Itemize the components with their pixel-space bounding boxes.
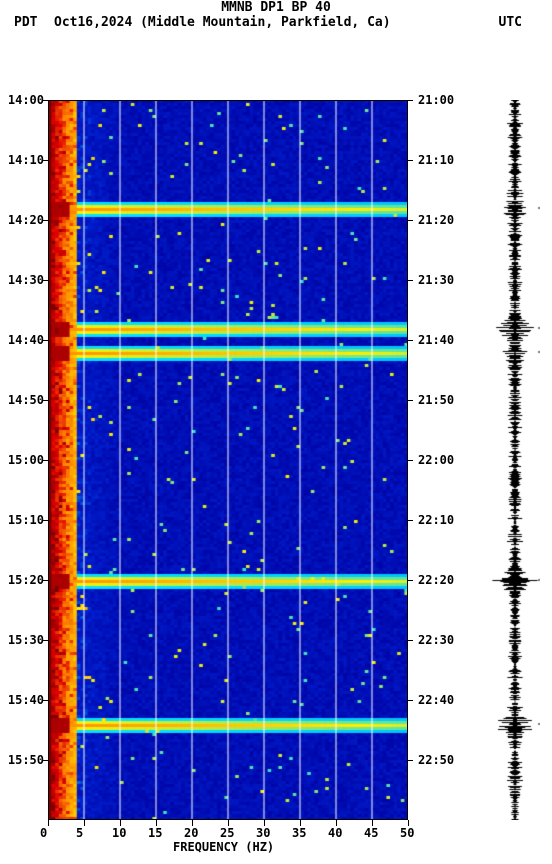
y-right-tick [408,580,413,581]
y-left-tick [43,700,48,701]
x-tick-label: 20 [184,826,198,840]
y-left-tick [43,400,48,401]
y-right-tick-label: 21:50 [418,393,454,407]
y-right-tick [408,640,413,641]
y-right-tick [408,340,413,341]
y-right-tick-label: 22:20 [418,573,454,587]
x-tick-label: 0 [40,826,47,840]
plot-subtitle: PDT Oct16,2024 (Middle Mountain, Parkfie… [0,15,552,30]
y-right-tick [408,760,413,761]
x-tick-label: 40 [328,826,342,840]
x-tick-label: 45 [364,826,378,840]
y-left-tick-label: 14:00 [8,93,44,107]
x-tick-label: 25 [220,826,234,840]
y-left-tick-label: 15:30 [8,633,44,647]
y-right-tick-label: 22:40 [418,693,454,707]
tz-left-label: PDT [14,15,54,30]
y-right-tick-label: 22:10 [418,513,454,527]
y-right-tick [408,520,413,521]
plot-title: MMNB DP1 BP 40 [0,0,552,15]
x-tick-label: 10 [112,826,126,840]
y-left-tick-label: 15:40 [8,693,44,707]
y-left-tick-label: 15:50 [8,753,44,767]
y-right-tick-label: 21:30 [418,273,454,287]
y-left-tick-label: 14:40 [8,333,44,347]
y-right-tick-label: 21:40 [418,333,454,347]
x-tick [84,820,85,826]
seismogram-trace [490,100,540,820]
y-right-tick-label: 22:30 [418,633,454,647]
y-left-tick-label: 15:20 [8,573,44,587]
y-right-tick [408,460,413,461]
y-right-tick [408,700,413,701]
y-left-tick [43,100,48,101]
y-left-tick [43,220,48,221]
date-label: Oct16,2024 (Middle Mountain, Parkfield, … [54,15,499,30]
y-left-tick [43,460,48,461]
y-right-tick [408,400,413,401]
x-tick-label: 15 [148,826,162,840]
x-tick-label: 50 [400,826,414,840]
x-tick-label: 35 [292,826,306,840]
y-right-tick-label: 22:00 [418,453,454,467]
y-left-tick [43,580,48,581]
y-left-tick [43,340,48,341]
y-left-tick-label: 15:10 [8,513,44,527]
y-right-tick [408,160,413,161]
y-left-tick-label: 15:00 [8,453,44,467]
y-left-tick [43,520,48,521]
y-right-tick-label: 21:10 [418,153,454,167]
y-left-tick-label: 14:50 [8,393,44,407]
y-left-tick [43,280,48,281]
y-right-tick-label: 22:50 [418,753,454,767]
x-tick [48,820,49,826]
y-left-tick [43,160,48,161]
y-left-tick [43,760,48,761]
spectrogram-border [48,100,408,820]
y-right-tick [408,100,413,101]
y-left-tick-label: 14:30 [8,273,44,287]
x-tick-label: 30 [256,826,270,840]
y-right-tick [408,220,413,221]
x-tick-label: 5 [76,826,83,840]
y-right-tick [408,280,413,281]
y-right-tick-label: 21:20 [418,213,454,227]
y-left-tick [43,640,48,641]
y-left-tick-label: 14:10 [8,153,44,167]
y-right-tick-label: 21:00 [418,93,454,107]
x-axis-title: FREQUENCY (HZ) [173,840,274,854]
tz-right-label: UTC [499,15,522,30]
y-left-tick-label: 14:20 [8,213,44,227]
